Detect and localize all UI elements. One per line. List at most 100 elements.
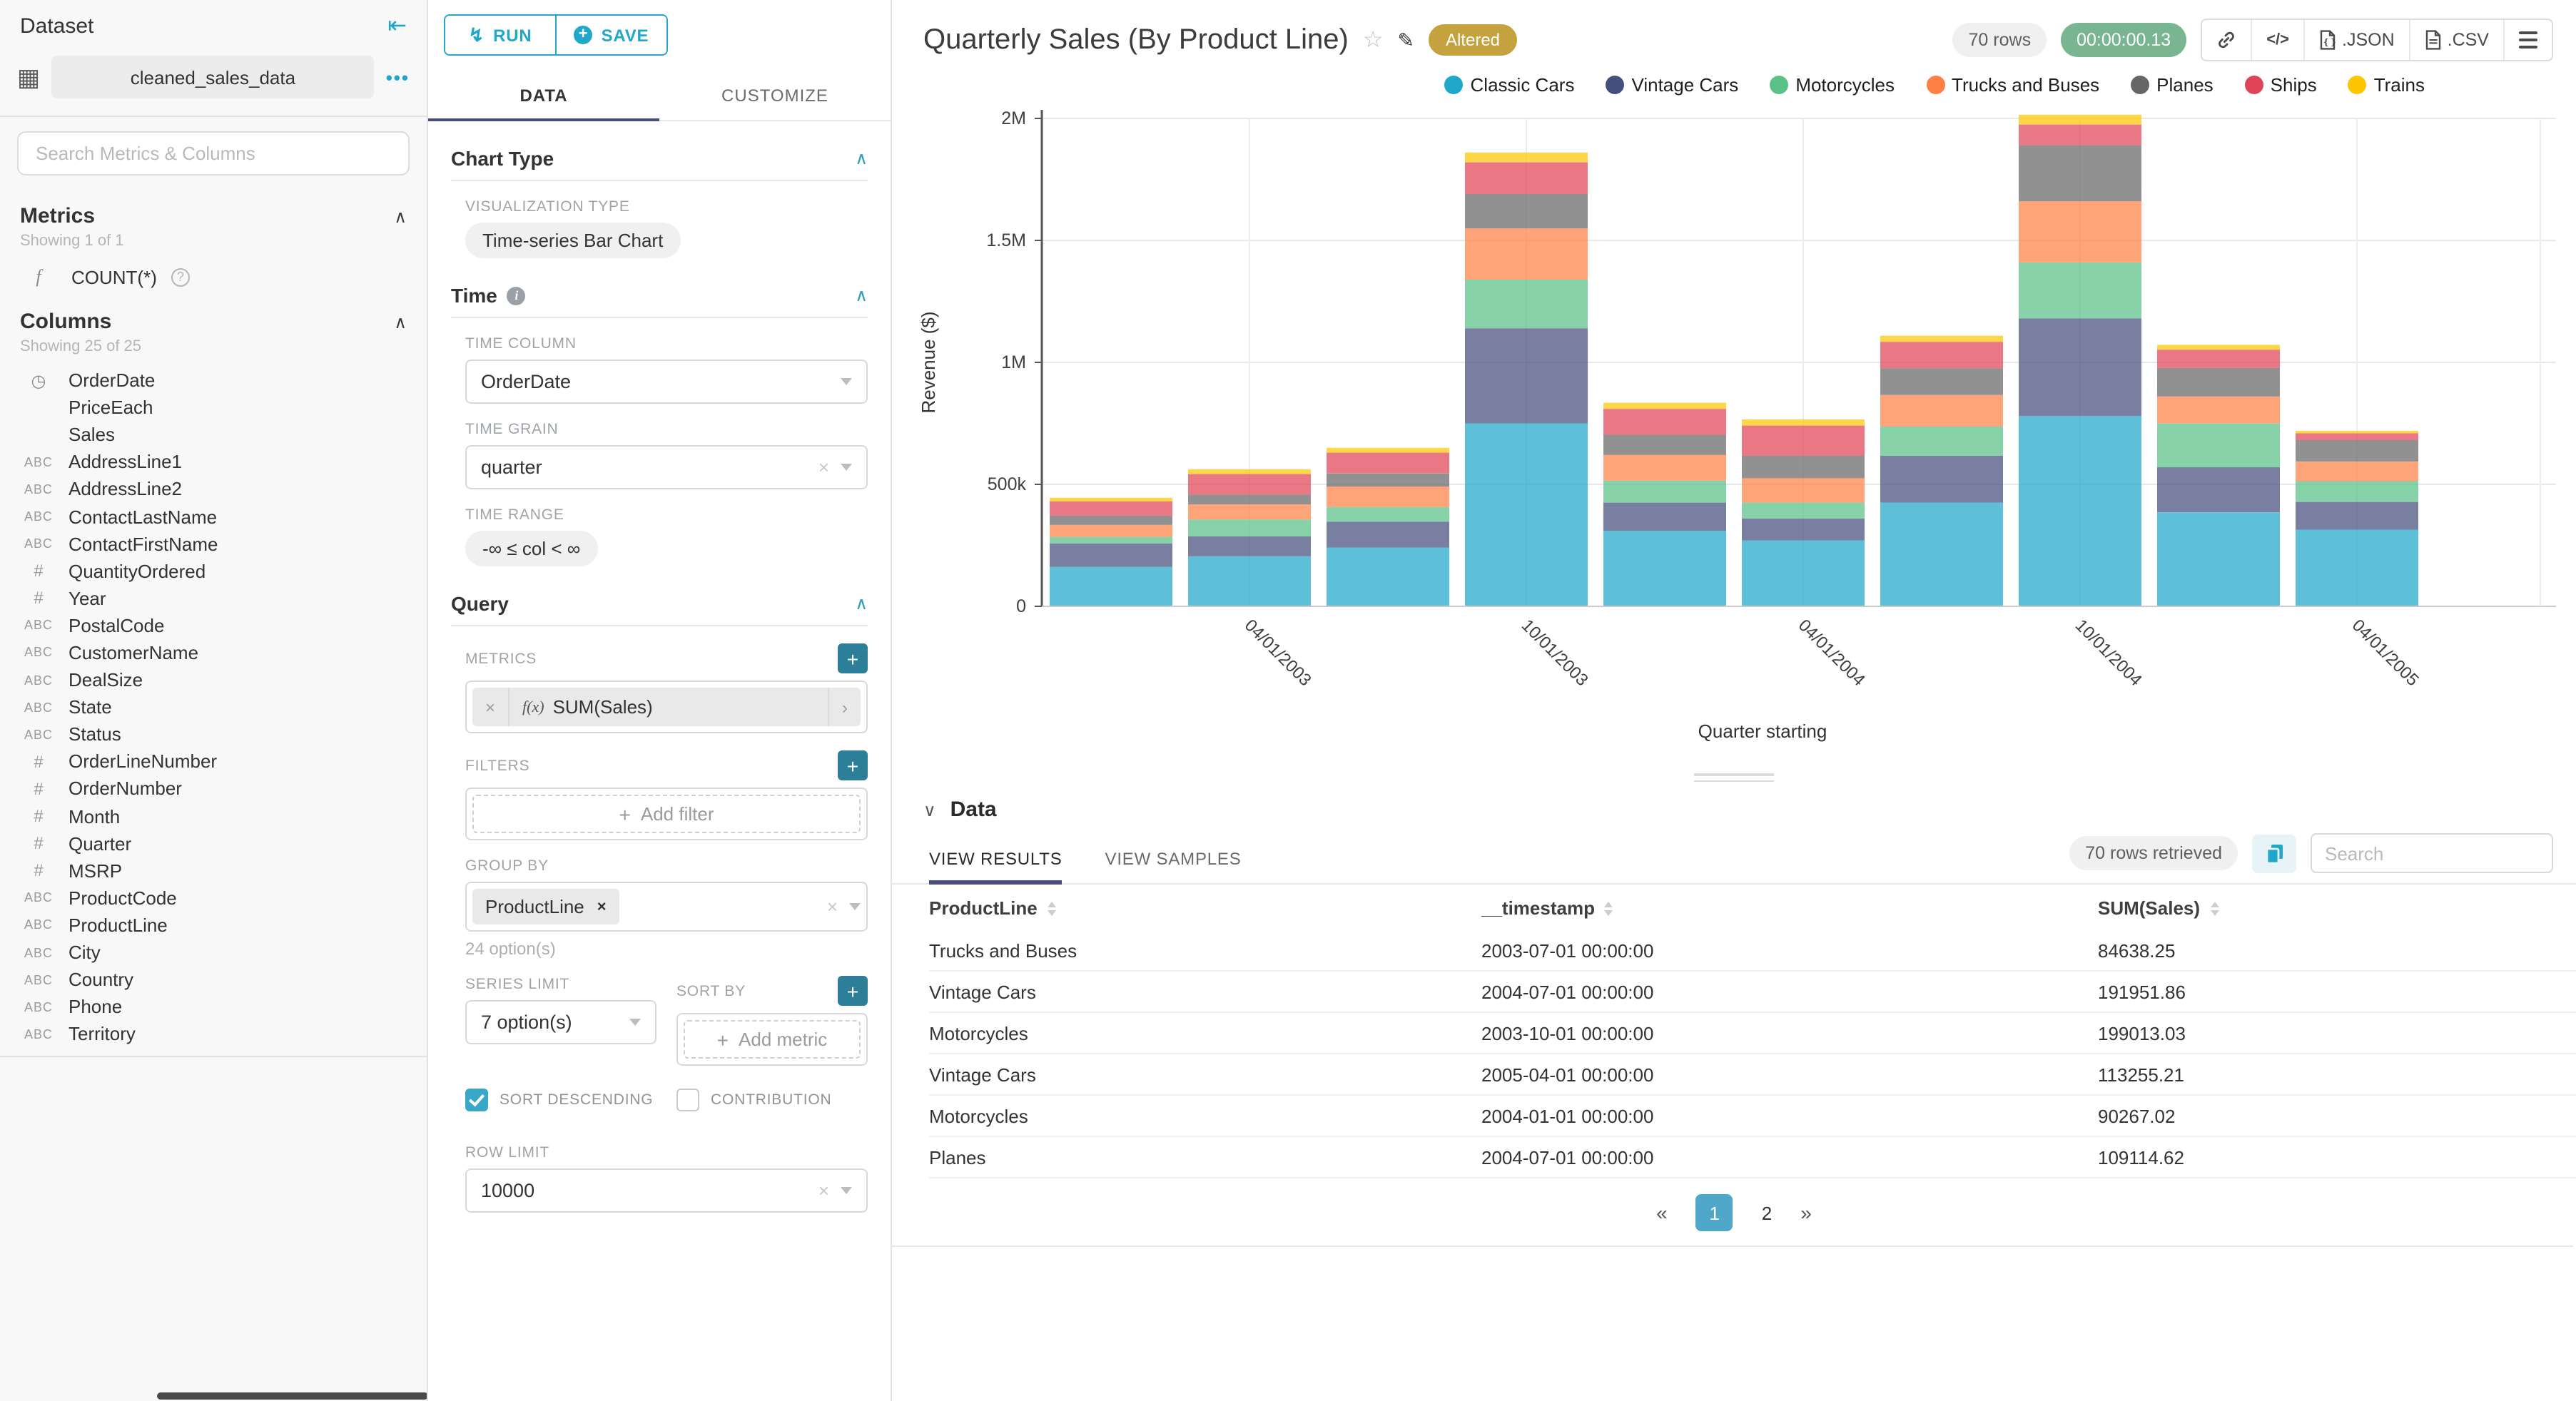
bar-segment[interactable] <box>2019 318 2141 417</box>
bar-segment[interactable] <box>1880 368 2003 395</box>
bar-segment[interactable] <box>1603 454 1726 481</box>
bar-segment[interactable] <box>1603 502 1726 531</box>
column-item[interactable]: # OrderNumber <box>0 775 427 803</box>
sort-icons[interactable] <box>2210 901 2219 915</box>
column-item[interactable]: ABC ProductLine <box>0 912 427 939</box>
scrollbar-thumb[interactable] <box>157 1392 427 1400</box>
column-header-timestamp[interactable]: __timestamp <box>1481 897 2098 919</box>
embed-code-button[interactable]: </> <box>2251 20 2303 60</box>
column-item[interactable]: ABC Phone <box>0 993 427 1020</box>
metric-pill[interactable]: × f(x) SUM(Sales) › <box>472 688 861 726</box>
bar-segment[interactable] <box>1050 515 1172 525</box>
bar-segment[interactable] <box>2296 440 2418 462</box>
legend-item[interactable]: Ships <box>2244 74 2317 96</box>
bar-segment[interactable] <box>1742 478 1865 503</box>
column-item[interactable]: ABC PostalCode <box>0 612 427 639</box>
tab-customize[interactable]: CUSTOMIZE <box>721 86 828 106</box>
collapse-data-icon[interactable]: ∨ <box>923 800 936 820</box>
contribution-checkbox[interactable] <box>676 1089 699 1111</box>
column-item[interactable]: ABC Country <box>0 966 427 993</box>
bar-segment[interactable] <box>1188 494 1311 504</box>
stacked-bar-chart[interactable]: 0 500k 1M 1.5M 2M 04/01/2003 10/01/2003 04/01/2… <box>892 96 2576 766</box>
bar-segment[interactable] <box>1050 501 1172 516</box>
bar-segment[interactable] <box>1880 394 2003 427</box>
bar-segment[interactable] <box>1742 518 1865 541</box>
bar-segment[interactable] <box>1603 409 1726 435</box>
bar-segment[interactable] <box>2157 367 2280 397</box>
column-item[interactable]: # MSRP <box>0 857 427 884</box>
legend-item[interactable]: Vintage Cars <box>1606 74 1738 96</box>
chevron-up-icon[interactable]: ∧ <box>855 148 868 168</box>
column-item[interactable]: ABC ProductCode <box>0 885 427 912</box>
bar-segment[interactable] <box>2157 512 2280 606</box>
chevron-up-icon[interactable]: ∧ <box>855 593 868 613</box>
bar-segment[interactable] <box>2296 529 2418 606</box>
bar-segment[interactable] <box>2296 431 2418 434</box>
data-search-input[interactable] <box>2311 833 2553 873</box>
visualization-type-value[interactable]: Time-series Bar Chart <box>465 223 681 258</box>
column-item[interactable]: # QuantityOrdered <box>0 557 427 584</box>
chevron-up-icon[interactable]: ∧ <box>394 312 407 332</box>
pagination-next[interactable]: » <box>1800 1201 1812 1224</box>
bar-segment[interactable] <box>2019 114 2141 125</box>
remove-tag-icon[interactable]: × <box>597 898 607 915</box>
column-item[interactable]: ABC AddressLine1 <box>0 449 427 476</box>
bar-segment[interactable] <box>1188 504 1311 520</box>
bar-segment[interactable] <box>1880 456 2003 503</box>
column-item[interactable]: ◷ OrderDate <box>0 367 427 394</box>
group-by-tag[interactable]: ProductLine × <box>472 889 619 924</box>
chart-menu-button[interactable] <box>2503 20 2552 60</box>
export-json-button[interactable]: ❴❵ .JSON <box>2303 20 2409 60</box>
remove-metric-icon[interactable]: × <box>472 688 510 726</box>
bar-segment[interactable] <box>1465 228 1588 280</box>
column-item[interactable]: ABC Status <box>0 720 427 748</box>
bar-segment[interactable] <box>1465 162 1588 194</box>
clear-icon[interactable]: × <box>818 457 829 478</box>
column-item[interactable]: # Year <box>0 585 427 612</box>
column-item[interactable]: ABC AddressLine2 <box>0 476 427 503</box>
column-item[interactable]: ABC ContactLastName <box>0 503 427 530</box>
column-item[interactable]: ABC State <box>0 693 427 720</box>
add-sort-metric-dropzone[interactable]: + Add metric <box>684 1020 861 1059</box>
row-limit-select[interactable]: 10000 × <box>465 1168 868 1213</box>
bar-segment[interactable] <box>1603 480 1726 503</box>
bar-segment[interactable] <box>1327 547 1449 606</box>
time-column-select[interactable]: OrderDate <box>465 360 868 404</box>
favorite-star-icon[interactable]: ☆ <box>1362 29 1384 53</box>
legend-item[interactable]: Trucks and Buses <box>1926 74 2099 96</box>
bar-segment[interactable] <box>1465 280 1588 328</box>
dataset-options-icon[interactable]: ••• <box>385 66 410 88</box>
bar-segment[interactable] <box>1880 502 2003 606</box>
bar-segment[interactable] <box>1742 425 1865 456</box>
bar-segment[interactable] <box>1327 506 1449 522</box>
sort-icons[interactable] <box>1604 901 1613 915</box>
column-item[interactable]: ABC City <box>0 939 427 966</box>
bar-segment[interactable] <box>2019 201 2141 263</box>
bar-segment[interactable] <box>2296 433 2418 440</box>
bar-segment[interactable] <box>1188 469 1311 474</box>
altered-badge[interactable]: Altered <box>1428 24 1518 56</box>
column-item[interactable]: # OrderLineNumber <box>0 748 427 775</box>
column-item[interactable]: ABC CustomerName <box>0 639 427 666</box>
bar-segment[interactable] <box>1880 335 2003 342</box>
pagination-prev[interactable]: « <box>1656 1201 1668 1224</box>
bar-segment[interactable] <box>1742 456 1865 479</box>
bar-segment[interactable] <box>1742 502 1865 519</box>
bar-segment[interactable] <box>2019 124 2141 146</box>
bar-segment[interactable] <box>1188 556 1311 606</box>
collapse-sidebar-icon[interactable]: ⇤ <box>387 14 407 38</box>
bar-segment[interactable] <box>1050 566 1172 606</box>
question-circle-icon[interactable]: ? <box>171 268 190 286</box>
bar-segment[interactable] <box>1327 473 1449 486</box>
legend-item[interactable]: Motorcycles <box>1770 74 1895 96</box>
column-header-productline[interactable]: ProductLine <box>929 897 1481 919</box>
bar-segment[interactable] <box>2157 423 2280 468</box>
column-item[interactable]: # Quarter <box>0 830 427 857</box>
sidebar-search[interactable] <box>17 131 410 175</box>
copy-link-button[interactable] <box>2202 20 2251 60</box>
bar-segment[interactable] <box>2296 462 2418 482</box>
bar-segment[interactable] <box>1327 447 1449 453</box>
column-item[interactable]: ABC Territory <box>0 1021 427 1048</box>
bar-segment[interactable] <box>2019 416 2141 606</box>
bar-segment[interactable] <box>1880 427 2003 456</box>
